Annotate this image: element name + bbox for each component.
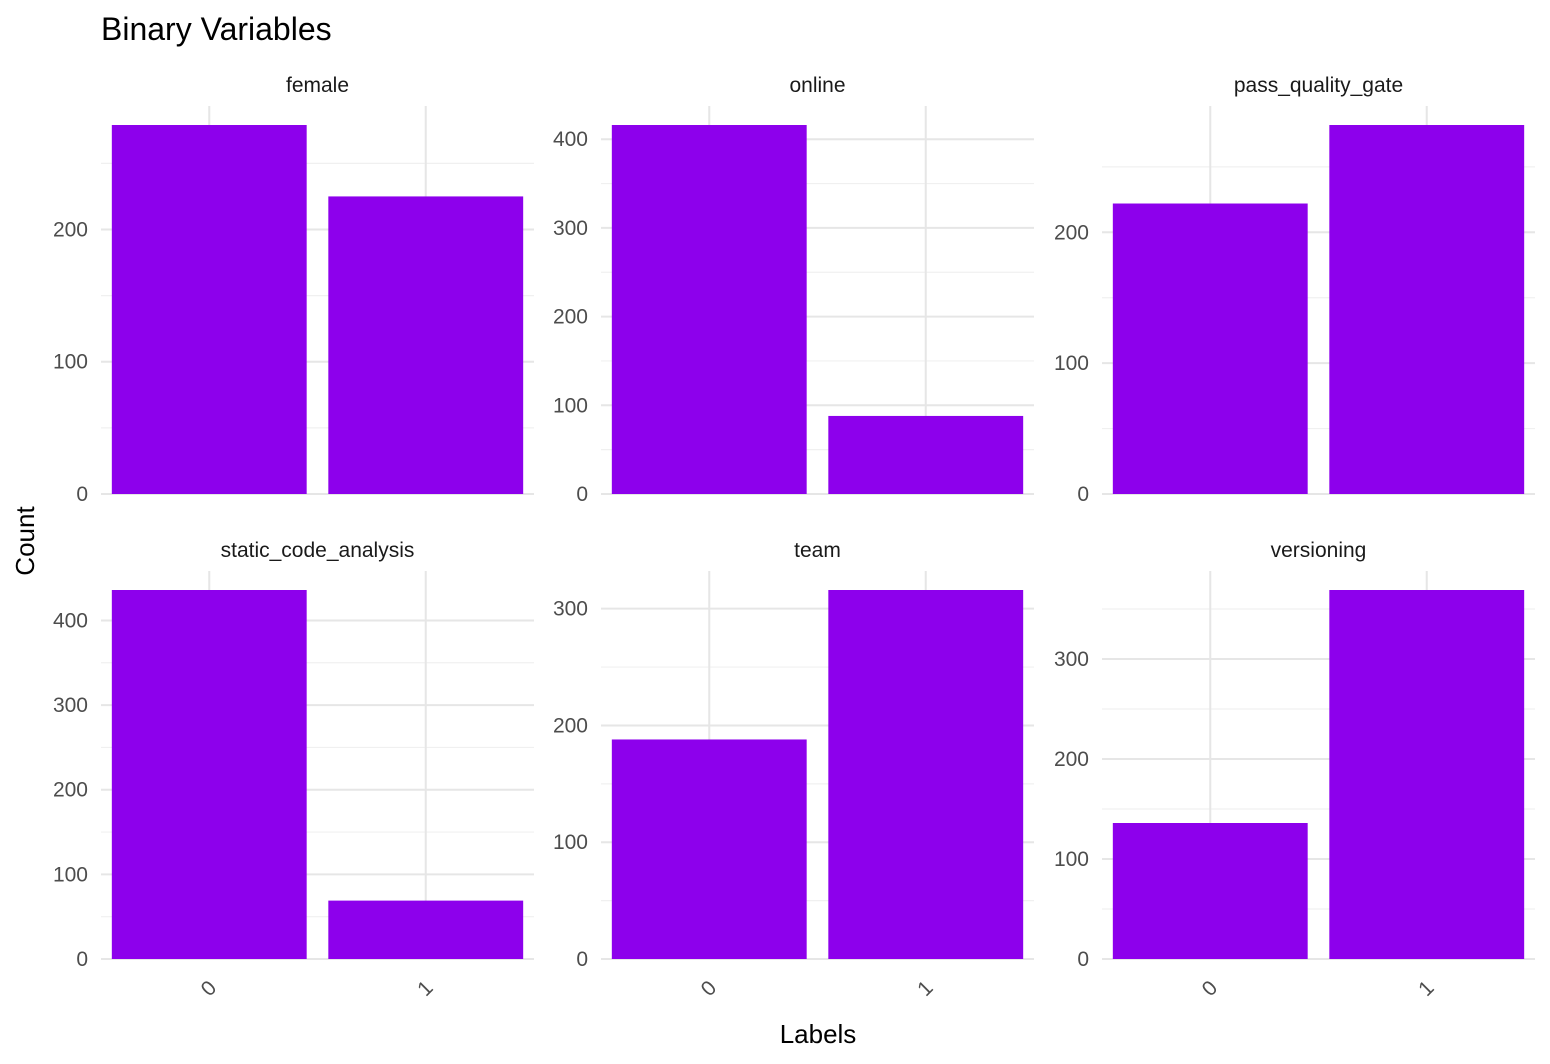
x-tick-label: 0 [697,976,722,1001]
bar-1 [828,415,1024,494]
y-tick-label: 200 [53,779,88,802]
panel-strip-label: online [789,74,845,97]
bar-0 [111,125,307,494]
panel-female: female 0 100 200 [53,74,534,506]
y-tick-label: 0 [76,483,88,506]
facet-panels: female0100200online0100200300400pass_qua… [53,74,1535,1001]
y-tick-label: 200 [553,306,588,329]
y-tick-label: 400 [53,609,88,632]
panel-team: team 0 100 200 300 0 1 [553,539,1034,1001]
y-tick-label: 0 [76,948,88,971]
x-tick-label: 1 [913,976,938,1001]
x-tick-label: 1 [413,976,438,1001]
bar-1 [828,590,1024,959]
panel-online: online 0 100 200 300 400 [553,74,1034,506]
y-tick-label: 200 [1054,221,1089,244]
panel-strip-label: static_code_analysis [221,539,415,562]
x-tick-label: 0 [1198,976,1223,1001]
y-tick-label: 300 [553,217,588,240]
panel-strip-label: pass_quality_gate [1234,74,1403,97]
y-tick-label: 200 [1054,748,1089,771]
y-tick-label: 100 [553,394,588,417]
x-tick-label: 0 [197,976,222,1001]
x-tick-label: 1 [1414,976,1439,1001]
bar-0 [1112,823,1308,959]
y-tick-label: 0 [1077,483,1089,506]
panel-strip-label: team [794,539,841,562]
y-tick-label: 300 [553,598,588,621]
bar-1 [1329,590,1525,959]
bar-0 [611,125,807,494]
bar-1 [328,196,524,494]
y-tick-label: 300 [53,694,88,717]
y-tick-label: 100 [53,863,88,886]
y-tick-label: 200 [553,714,588,737]
y-tick-label: 100 [1054,352,1089,375]
panel-strip-label: versioning [1271,539,1367,562]
y-tick-label: 0 [576,483,588,506]
y-tick-label: 0 [576,948,588,971]
panel-versioning: versioning 0 100 200 300 0 1 [1054,539,1535,1001]
y-tick-label: 200 [53,218,88,241]
panel-pass-quality-gate: pass_quality_gate 0 100 200 [1054,74,1535,506]
y-tick-label: 100 [553,831,588,854]
bar-0 [111,590,307,959]
panel-static-code-analysis: static_code_analysis 0 100 200 300 400 0 1 [53,539,534,1001]
y-tick-label: 400 [553,128,588,151]
bar-0 [611,739,807,959]
y-tick-label: 0 [1077,948,1089,971]
y-tick-label: 100 [53,351,88,374]
panel-strip-label: female [286,74,349,97]
y-tick-label: 300 [1054,648,1089,671]
chart-title: Binary Variables [101,11,332,47]
bar-0 [1112,203,1308,495]
bar-1 [1329,125,1525,494]
x-axis-title: Labels [780,1019,857,1049]
bar-1 [328,900,524,959]
y-axis-title: Count [10,506,40,576]
y-tick-label: 100 [1054,848,1089,871]
